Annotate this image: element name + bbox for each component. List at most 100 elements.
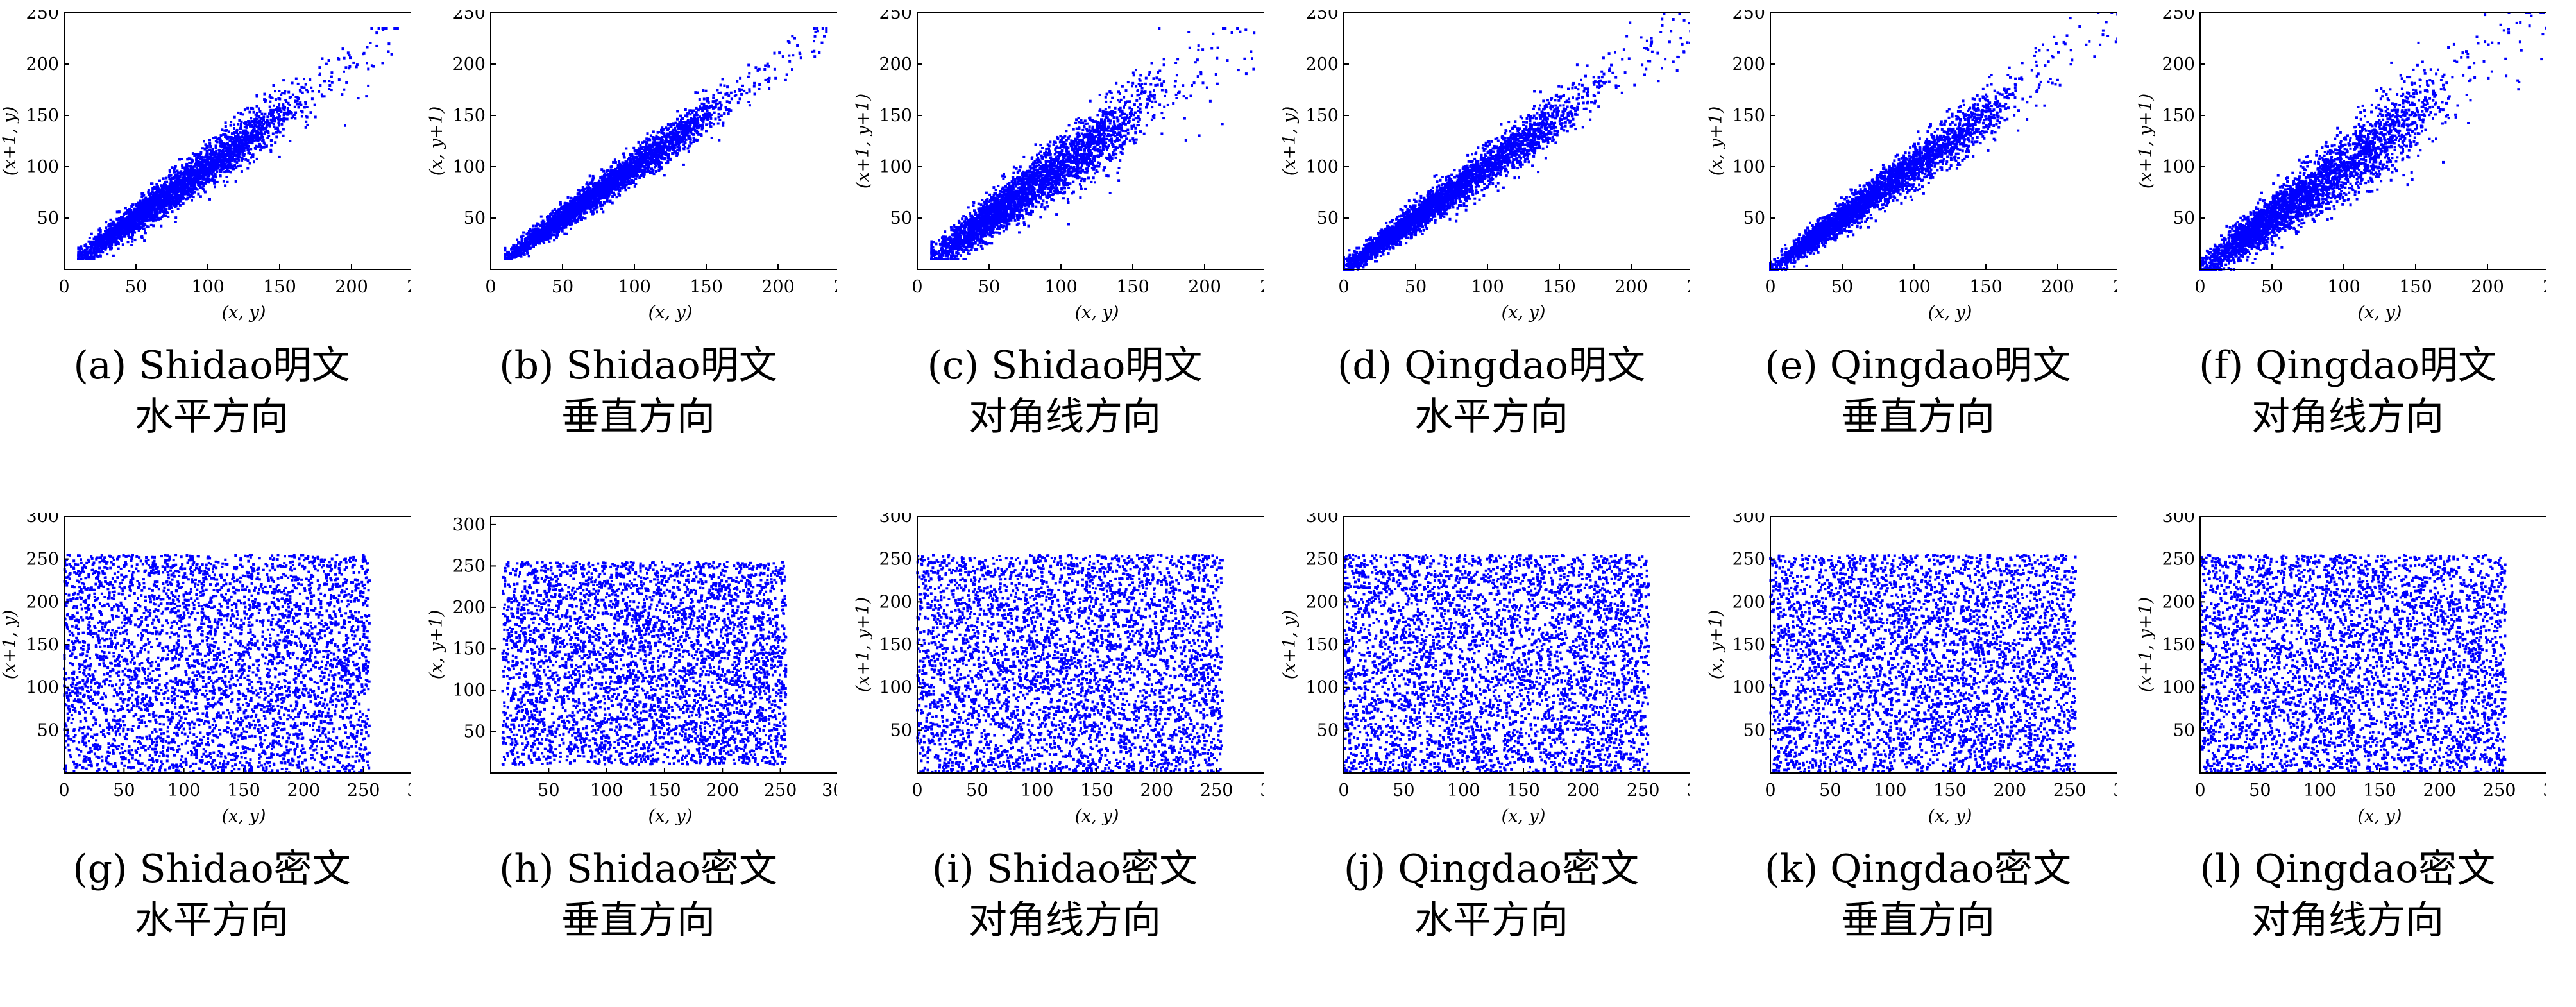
data-point — [230, 163, 233, 165]
data-point — [285, 101, 287, 103]
data-point — [93, 256, 96, 258]
data-point — [304, 101, 307, 103]
x-tick-label: 0 — [58, 277, 69, 297]
data-point — [212, 149, 214, 152]
data-point — [89, 249, 92, 251]
data-point — [655, 170, 657, 173]
data-point — [150, 196, 153, 199]
data-point — [192, 152, 194, 155]
data-point — [109, 248, 112, 251]
data-point — [712, 96, 715, 99]
data-point — [269, 150, 272, 153]
data-point — [643, 140, 646, 143]
data-point — [256, 96, 258, 98]
data-point — [246, 136, 249, 139]
data-point — [705, 123, 708, 126]
data-point — [130, 219, 133, 222]
data-point — [253, 111, 255, 114]
data-point — [667, 123, 670, 126]
data-point — [191, 199, 193, 202]
data-point — [161, 194, 164, 197]
data-point — [303, 86, 306, 89]
data-point — [717, 123, 720, 125]
data-point — [289, 96, 291, 99]
data-point — [328, 59, 330, 62]
data-point — [323, 95, 326, 97]
data-point — [176, 170, 178, 173]
data-point — [715, 106, 717, 108]
data-point — [182, 202, 185, 205]
data-point — [148, 202, 151, 205]
data-point — [318, 90, 320, 93]
data-point — [370, 27, 373, 30]
data-point — [730, 92, 733, 94]
data-point — [164, 186, 167, 189]
data-point — [250, 117, 252, 119]
data-point — [207, 158, 210, 160]
data-point — [253, 118, 256, 121]
data-point — [247, 145, 250, 148]
data-point — [105, 221, 107, 223]
data-point — [272, 109, 275, 112]
data-point — [680, 119, 682, 122]
data-point — [158, 207, 161, 209]
data-point — [165, 199, 168, 202]
data-point — [294, 117, 296, 120]
data-point — [158, 211, 161, 214]
data-point — [171, 210, 174, 213]
data-point — [349, 56, 352, 59]
data-point — [226, 165, 228, 168]
data-point — [233, 124, 235, 126]
data-point — [275, 135, 278, 138]
data-point — [218, 158, 221, 160]
data-point — [225, 121, 227, 124]
data-point — [86, 258, 89, 260]
data-point — [625, 148, 627, 150]
data-point — [695, 111, 698, 114]
data-point — [241, 159, 243, 162]
data-point — [522, 232, 525, 234]
data-point — [729, 101, 731, 104]
data-point — [181, 187, 183, 189]
data-point — [543, 242, 545, 244]
data-point — [146, 225, 149, 228]
data-point — [238, 119, 241, 122]
data-point — [188, 162, 191, 164]
data-point — [148, 219, 151, 221]
data-point — [337, 58, 340, 61]
data-point — [156, 196, 158, 199]
data-point — [342, 47, 344, 50]
data-point — [299, 89, 301, 92]
data-point — [284, 117, 286, 120]
data-point — [197, 193, 199, 196]
data-point — [149, 216, 152, 219]
data-point — [231, 132, 233, 135]
data-point — [718, 113, 720, 115]
data-point — [375, 31, 378, 34]
data-point — [311, 90, 314, 92]
data-point — [676, 118, 679, 121]
data-point — [201, 159, 204, 162]
data-point — [187, 169, 190, 172]
data-point — [77, 255, 80, 257]
data-point — [137, 214, 140, 217]
data-point — [281, 92, 284, 94]
data-point — [598, 180, 600, 182]
data-point — [682, 164, 685, 166]
data-point — [199, 151, 202, 154]
data-point — [80, 245, 82, 248]
data-point — [233, 127, 235, 130]
data-point — [286, 118, 289, 121]
data-point — [600, 208, 603, 210]
data-point — [116, 226, 119, 229]
data-point — [253, 160, 255, 163]
data-point — [244, 158, 247, 161]
data-point — [235, 135, 237, 138]
data-point — [716, 89, 718, 92]
data-point — [228, 130, 230, 133]
data-point — [178, 201, 180, 203]
data-point — [250, 140, 253, 142]
data-point — [226, 181, 229, 183]
data-point — [205, 173, 207, 176]
data-point — [145, 205, 148, 208]
